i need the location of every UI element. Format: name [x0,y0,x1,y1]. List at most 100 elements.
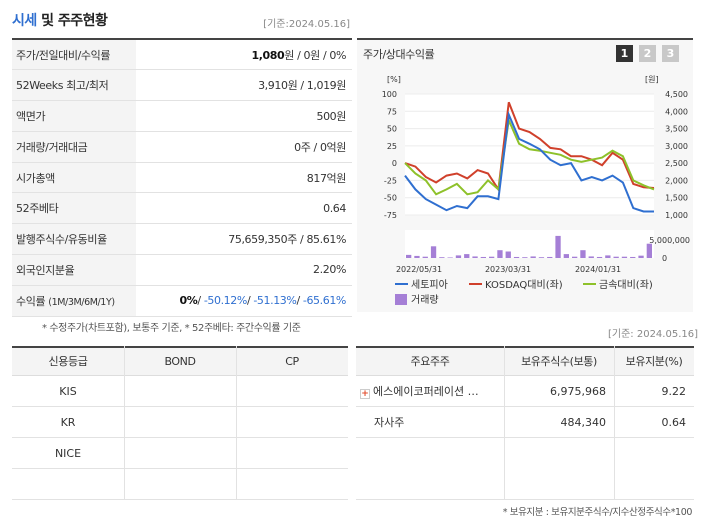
price-summary: 1,080원 / 0원 / 0% [136,39,352,71]
chart-tab-2[interactable]: 2 [639,45,656,62]
x-tick: 2024/01/31 [575,265,621,274]
volume-tick: 0 [662,254,667,263]
credit-col-rating: 신용등급 [48,355,88,368]
holders-col-name: 주요주주 [410,355,450,368]
volume-tick: 5,000,000 [649,236,690,245]
table-row: 외국인지분율 2.20% [12,254,352,286]
y-right-tick: 1,500 [665,194,688,203]
legend-label-1: KOSDAQ대비(좌) [485,279,563,291]
row-label: 주가/전일대비/수익률 [12,39,136,71]
table-row: 주가/전일대비/수익률 1,080원 / 0원 / 0% [12,39,352,71]
holders-col-pct: 보유지분(%) [625,355,683,368]
legend-label-2: 금속대비(좌) [599,279,653,291]
table-row: KIS [12,376,348,407]
credit-agency: KIS [59,385,77,398]
chart-tab-3[interactable]: 3 [662,45,679,62]
y-left-tick: 25 [387,142,397,151]
table-row: NICE [12,438,348,469]
price-change: / 0원 / 0% [294,48,346,62]
table-row: KR [12,407,348,438]
volume-bar [555,235,561,258]
chart-tab-1[interactable]: 1 [616,45,633,62]
volume-bar [613,256,619,258]
table-row: 시가총액 817억원 [12,162,352,194]
column-divider [236,346,237,500]
y-right-tick: 2,000 [665,176,688,185]
volume-bar [588,256,594,258]
plot-area [405,94,654,215]
return-1m: 0% [179,294,198,308]
holders-header: 주요주주 보유주식수(보통) 보유지분(%) [356,346,694,376]
holder-name: 에스에이코퍼레이션 … [373,385,479,398]
column-divider [614,346,615,500]
column-divider [124,346,125,500]
volume-bar [439,257,445,258]
returns-label: 수익률 [16,294,46,308]
row-label: 52Weeks 최고/최저 [12,69,136,102]
volume-bar [563,254,569,258]
holder-name: 자사주 [374,416,405,429]
volume-bar [472,256,478,258]
row-label: 발행주식수/유동비율 [12,223,136,256]
price-note: * 수정주가(차트포함), 보통주 기준, * 52주베타: 주간수익률 기준 [42,323,301,334]
volume-area [405,230,654,258]
holder-shares: 6,975,968 [550,385,606,398]
page-title: 시세 및 주주현황 [12,10,108,30]
volume-bar [406,254,412,258]
table-row: 52Weeks 최고/최저 3,910원 / 1,019원 [12,69,352,102]
row-value: 817억원 [136,162,352,194]
row-value: 2.20% [136,254,352,286]
row-label: 액면가 [12,100,136,132]
legend-swatch-volume [395,294,407,305]
table-row: 거래량/거래대금 0주 / 0억원 [12,131,352,163]
expand-icon[interactable]: + [360,389,370,399]
holders-as-of: [기준: 2024.05.16] [608,329,699,340]
credit-agency: KR [60,416,76,429]
holder-name-cell[interactable]: + 에스에이코퍼레이션 … [356,376,504,406]
relative-return-chart: [%] [원] 100 75 50 25 0 -25 -50 -75 4,500 4,000 3,500… [382,75,690,306]
volume-bar [646,243,652,258]
price-unit: 원 [284,48,295,62]
title-rest: 및 주주현황 [36,13,108,29]
y-left-tick: 100 [382,90,397,99]
volume-bar [513,256,520,258]
y-left-tick: -25 [384,176,397,185]
x-tick: 2022/05/31 [396,265,442,274]
holder-pct: 9.22 [661,385,687,398]
holders-note: * 보유지분 : 보유지분주식수/지수산정주식수*100 [502,507,693,518]
y-left-tick: -75 [384,211,397,220]
series-line-1 [404,101,655,193]
y-right-tick: 4,000 [665,107,688,116]
y-right-tick: 1,000 [665,211,688,220]
y-right-tick: 4,500 [665,90,688,99]
series-line-2 [404,116,655,196]
y-right-tick: 2,500 [665,159,688,168]
y-right-tick: 3,000 [665,142,688,151]
return-1y: -65.61% [302,294,347,308]
y-right-label: [원] [645,75,659,84]
returns-periods: (1M/3M/6M/1Y) [48,296,115,308]
chart-panel: 주가/상대수익률 1 2 3 [%] [원] 100 75 50 25 0 -25 -50 -75… [357,38,693,312]
row-label: 시가총액 [12,162,136,194]
credit-col-cp: CP [285,355,299,368]
legend-label-volume: 거래량 [411,294,439,306]
table-row: 액면가 500원 [12,100,352,132]
volume-bar [414,255,420,258]
legend-label-0: 세토피아 [411,279,448,291]
volume-bar [505,251,511,258]
row-value: 0주 / 0억원 [136,131,352,163]
volume-bar [596,256,603,258]
volume-bar [621,256,628,258]
volume-bar [480,256,486,258]
volume-bar [572,256,578,258]
credit-agency: NICE [54,447,82,460]
chart-title: 주가/상대수익률 [363,48,435,61]
row-value: 0.64 [136,192,352,225]
price-table: 주가/전일대비/수익률 1,080원 / 0원 / 0% 52Weeks 최고/… [12,38,352,317]
volume-bar [530,256,536,258]
table-row: 자사주 484,340 0.64 [356,407,694,438]
y-left-tick: -50 [384,194,397,203]
volume-bar [547,256,553,258]
table-row: 수익률 (1M/3M/6M/1Y) 0%/ -50.12%/ -51.13%/ … [12,285,352,317]
volume-bar [489,256,495,258]
